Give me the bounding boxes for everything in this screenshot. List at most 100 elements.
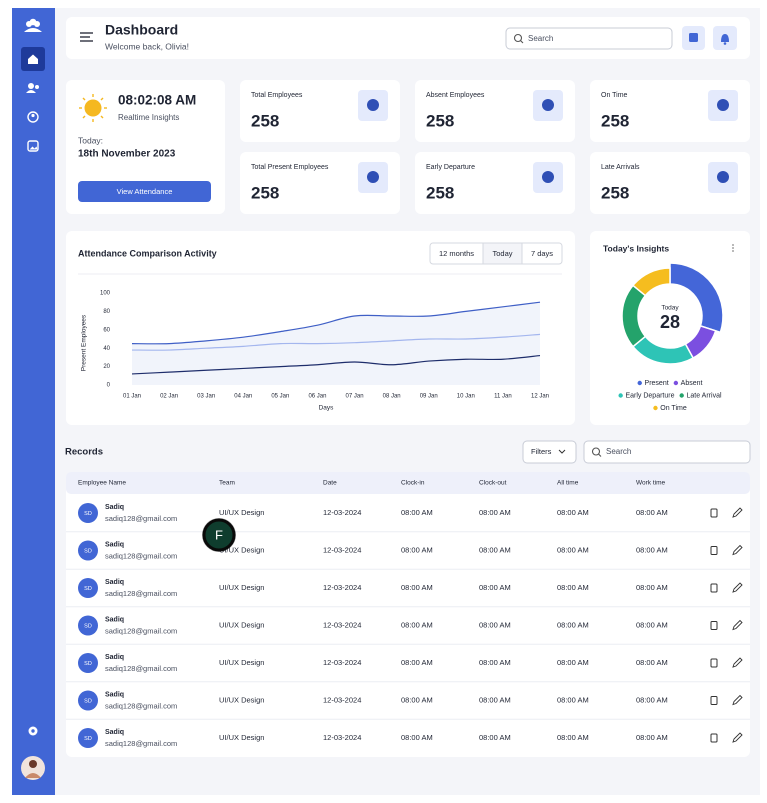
badge-letter: F: [215, 527, 223, 542]
x-axis-label: Days: [319, 405, 335, 412]
employee-name: Sadiq: [105, 654, 124, 661]
stat-value: 258: [601, 183, 629, 202]
cell: 12-03-2024: [323, 545, 361, 554]
cell: 08:00 AM: [557, 695, 589, 704]
cell: 12-03-2024: [323, 658, 361, 667]
column-header: Date: [323, 480, 337, 487]
sidebar-icons: [21, 18, 45, 736]
legend-dot: [673, 380, 679, 386]
time-card: [66, 80, 225, 214]
x-tick-label: 11 Jan: [494, 394, 512, 400]
stat-label: Total Employees: [251, 92, 303, 99]
cell: UI/UX Design: [219, 733, 264, 742]
employee-email: sadiq128@gmail.com: [105, 739, 177, 748]
cell: 12-03-2024: [323, 508, 361, 517]
y-tick-label: 40: [103, 346, 110, 352]
x-tick-label: 04 Jan: [234, 394, 252, 400]
avatar: [78, 728, 98, 748]
cell: 12-03-2024: [323, 733, 361, 742]
avatar-initials: SD: [84, 511, 92, 517]
delete-icon[interactable]: [710, 658, 718, 668]
edit-icon[interactable]: [732, 732, 743, 743]
menu-icon[interactable]: [80, 32, 93, 42]
delete-icon[interactable]: [710, 696, 718, 705]
sidebar: [12, 8, 55, 795]
home-icon[interactable]: [28, 54, 38, 65]
x-tick-label: 03 Jan: [197, 394, 215, 400]
stat-label: Absent Employees: [426, 92, 485, 99]
cell: UI/UX Design: [219, 695, 264, 704]
cell: 08:00 AM: [401, 620, 433, 629]
records-search[interactable]: [583, 440, 751, 464]
image-icon[interactable]: [27, 140, 39, 152]
donut-center-label: Today: [661, 305, 679, 312]
cell: UI/UX Design: [219, 508, 264, 517]
cell: 08:00 AM: [479, 733, 511, 742]
cell: 12-03-2024: [323, 695, 361, 704]
kebab-menu[interactable]: [732, 244, 734, 252]
edit-icon[interactable]: [732, 619, 743, 631]
delete-icon[interactable]: [710, 508, 718, 518]
page-title: Dashboard: [105, 22, 178, 38]
delete-icon[interactable]: [710, 546, 718, 555]
cell: 08:00 AM: [636, 620, 668, 629]
search-box[interactable]: [505, 27, 673, 50]
stat-label: On Time: [601, 92, 628, 99]
y-tick-label: 60: [103, 327, 110, 333]
range-button[interactable]: Today: [492, 249, 512, 258]
delete-icon[interactable]: [710, 621, 718, 630]
cell: 08:00 AM: [636, 545, 668, 554]
chart-title: Attendance Comparison Activity: [78, 248, 217, 258]
edit-icon[interactable]: [732, 582, 743, 593]
edit-icon[interactable]: [732, 694, 743, 706]
table-body: Employee Name Team Date Clock-in Clock-out Al…: [66, 480, 750, 748]
chart-card: [66, 231, 575, 425]
edit-icon[interactable]: [732, 544, 743, 556]
line-chart: 0 20 40 60 80 100 01 Jan 02 Jan 03 Jan 04 Jan 05 J…: [100, 291, 549, 400]
users-icon[interactable]: [28, 83, 34, 89]
delete-icon[interactable]: [710, 733, 718, 743]
edit-icon[interactable]: [732, 507, 743, 518]
delete-icon[interactable]: [710, 583, 718, 593]
cell: 08:00 AM: [401, 508, 433, 517]
page-subtitle: Welcome back, Olivia!: [105, 41, 189, 51]
column-header: Employee Name: [78, 480, 126, 487]
stats: Total Employees 258 Absent Employees 258 On …: [240, 80, 750, 214]
stat-label: Early Departure: [426, 164, 475, 171]
cell: 12-03-2024: [323, 583, 361, 592]
column-header: All time: [557, 480, 579, 487]
stat-icon: [542, 99, 554, 111]
range-button[interactable]: 12 months: [439, 249, 474, 258]
donut-segment: [631, 267, 671, 297]
profile-icon[interactable]: [27, 111, 39, 123]
x-tick-label: 06 Jan: [308, 394, 326, 400]
cell: 08:00 AM: [401, 545, 433, 554]
x-tick-label: 02 Jan: [160, 394, 178, 400]
floating-badge[interactable]: [202, 518, 236, 552]
stat-icon: [367, 99, 379, 111]
cell: 08:00 AM: [479, 695, 511, 704]
range-button[interactable]: 7 days: [531, 249, 553, 258]
avatar-initials: SD: [84, 548, 92, 554]
edit-icon[interactable]: [732, 657, 743, 668]
line: [131, 354, 541, 375]
employee-email: sadiq128@gmail.com: [105, 589, 177, 598]
cell: UI/UX Design: [219, 545, 264, 554]
legend-label: Late Arrival: [687, 392, 722, 399]
y-tick-label: 0: [107, 383, 111, 389]
employee-email: sadiq128@gmail.com: [105, 514, 177, 523]
cell: 08:00 AM: [479, 620, 511, 629]
cell: 08:00 AM: [401, 695, 433, 704]
cell: UI/UX Design: [219, 620, 264, 629]
avatar-initials: SD: [84, 736, 92, 742]
cell: 08:00 AM: [557, 583, 589, 592]
donut-chart: [621, 262, 724, 365]
filters-button[interactable]: [522, 440, 577, 464]
employee-name: Sadiq: [105, 616, 124, 623]
stat-label: Total Present Employees: [251, 164, 329, 171]
cell: 08:00 AM: [401, 733, 433, 742]
avatar: [78, 578, 98, 598]
view-attendance-button[interactable]: [78, 181, 211, 202]
avatar: [78, 540, 98, 561]
